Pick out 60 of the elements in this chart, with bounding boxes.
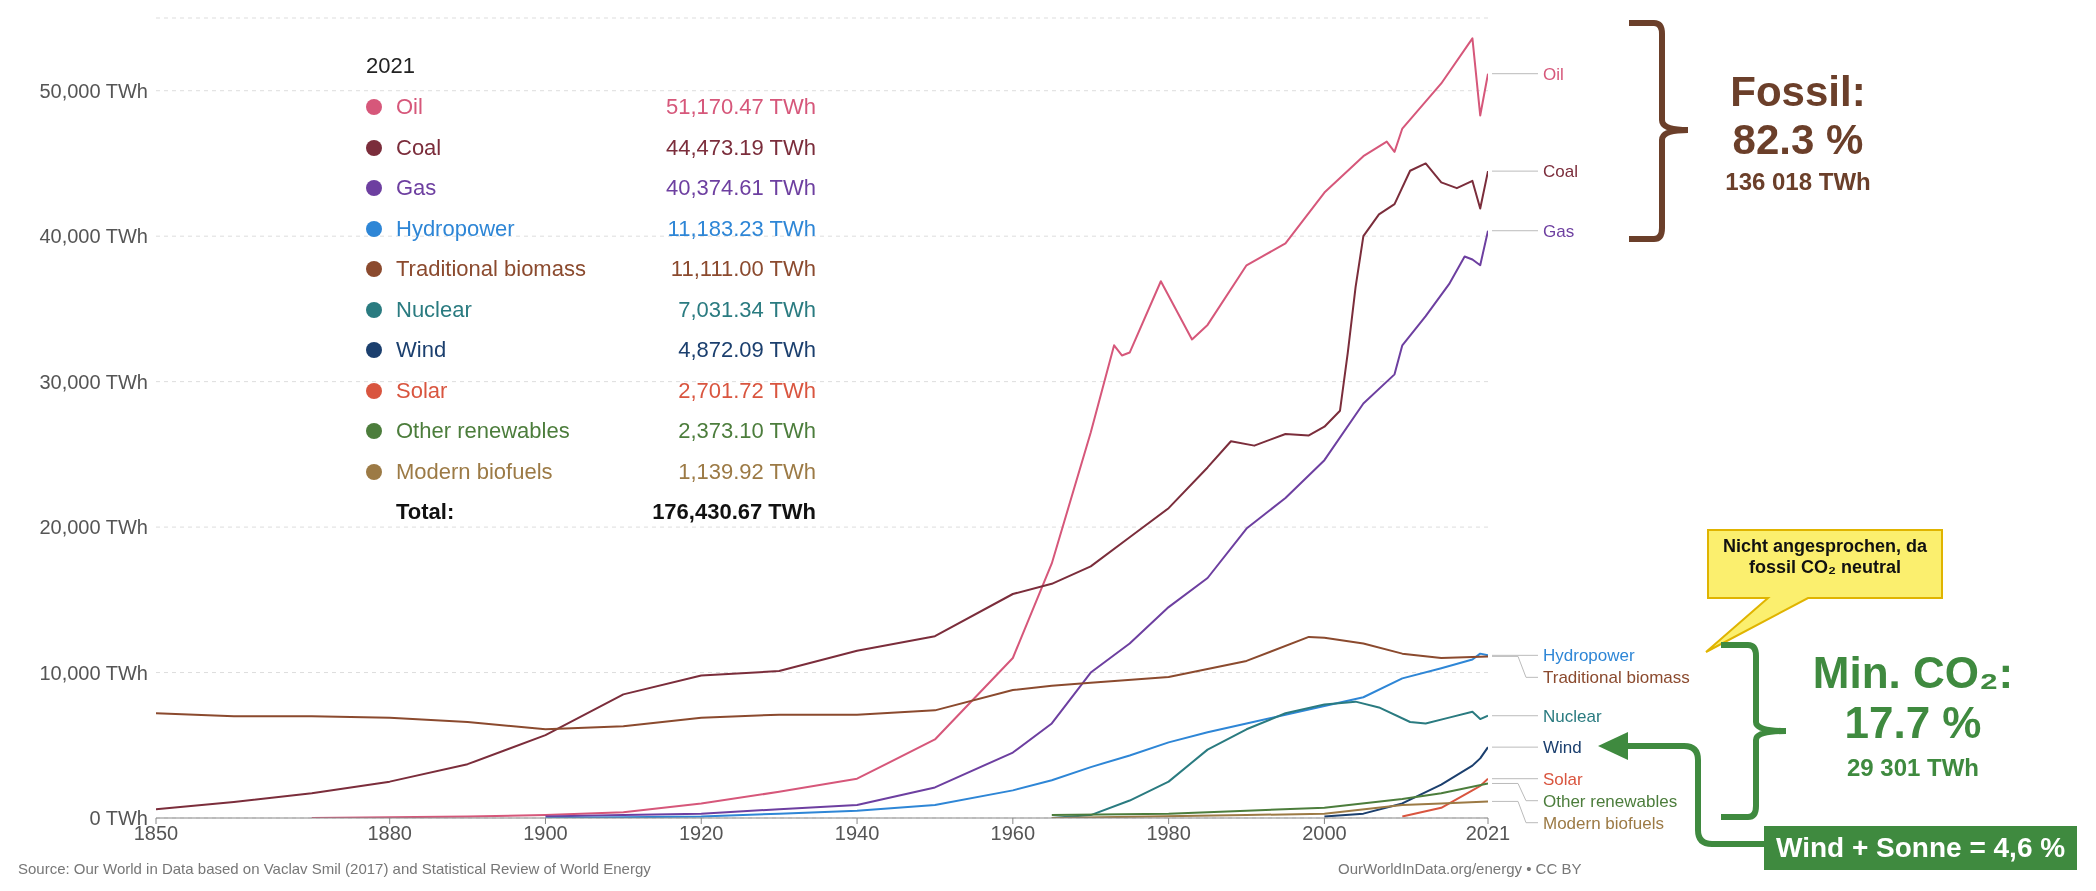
annotation: 176,430.67 TWh bbox=[651, 499, 816, 525]
text: 136 018 TWh bbox=[1724, 168, 1872, 196]
line-series bbox=[1323, 746, 1488, 818]
annotation: 40,374.61 TWh bbox=[664, 175, 816, 202]
text: Coal bbox=[1543, 162, 1578, 182]
annotation: 2,701.72 TWh bbox=[677, 377, 816, 404]
text: Solar bbox=[1543, 769, 1583, 789]
x-tick-label: 1960 bbox=[990, 822, 1036, 845]
legend-label: Traditional biomass bbox=[396, 256, 587, 283]
annotation: 7,031.34 TWh bbox=[677, 296, 816, 323]
text: Wind bbox=[1543, 738, 1582, 758]
legend-label: Solar bbox=[396, 377, 449, 404]
text: Other renewables bbox=[1543, 791, 1678, 811]
legend-label: Gas bbox=[396, 175, 438, 202]
annotation: Total: bbox=[396, 499, 456, 525]
legend-label: Other renewables bbox=[396, 418, 571, 445]
x-tick-label: 2021 bbox=[1465, 822, 1511, 845]
text: OurWorldInData.org/energy • CC BY bbox=[1338, 860, 1582, 877]
text: Hydropower bbox=[1543, 646, 1635, 666]
line-series bbox=[1050, 782, 1488, 817]
text: Nuclear bbox=[1543, 706, 1602, 726]
line-series bbox=[1401, 777, 1488, 818]
text: Traditional biomass bbox=[1543, 668, 1690, 688]
annotation: 51,170.47 TWh bbox=[664, 94, 816, 121]
x-tick-label: 1920 bbox=[679, 822, 724, 845]
y-tick-label: 20,000 TWh bbox=[39, 516, 148, 539]
annotation: 4,872.09 TWh bbox=[677, 337, 816, 364]
annotation: 1,139.92 TWh bbox=[677, 458, 816, 485]
x-tick-label: 1900 bbox=[523, 822, 568, 845]
source-note: Source: Our World in Data based on Vaclav Smil (2017) and Statistical Review of World Energy bbox=[18, 860, 651, 877]
annotation: 44,473.19 TWh bbox=[664, 134, 816, 161]
annotation: 2,373.10 TWh bbox=[677, 418, 816, 445]
x-tick-label: 1980 bbox=[1146, 822, 1191, 845]
y-tick-label: 30,000 TWh bbox=[39, 370, 148, 393]
text: Wind + Sonne = 4,6 % bbox=[1764, 826, 2078, 870]
annotation: 11,111.00 TWh bbox=[669, 256, 816, 283]
y-tick-label: 50,000 TWh bbox=[39, 79, 148, 102]
text: Modern biofuels bbox=[1543, 813, 1664, 833]
text: Oil bbox=[1543, 64, 1564, 84]
x-tick-label: 1940 bbox=[834, 822, 880, 845]
text: 17.7 % bbox=[1843, 698, 1983, 748]
line-series bbox=[156, 162, 1488, 811]
text: 29 301 TWh bbox=[1845, 754, 1980, 782]
x-tick-label: 2000 bbox=[1302, 822, 1347, 845]
legend-label: Oil bbox=[396, 94, 424, 121]
legend-label: Coal bbox=[396, 134, 443, 161]
y-tick-label: 40,000 TWh bbox=[39, 225, 148, 248]
legend-title: 2021 bbox=[366, 53, 416, 79]
annotation: 11,183.23 TWh bbox=[666, 215, 816, 242]
text: Fossil: bbox=[1729, 68, 1867, 116]
y-tick-label: 10,000 TWh bbox=[39, 661, 148, 684]
x-tick-label: 1880 bbox=[367, 822, 412, 845]
line-series bbox=[156, 635, 1488, 731]
text: Min. CO₂: bbox=[1811, 648, 2015, 698]
legend-label: Hydropower bbox=[396, 215, 516, 242]
legend-label: Wind bbox=[396, 337, 448, 364]
text: Gas bbox=[1543, 221, 1575, 241]
legend-label: Modern biofuels bbox=[396, 458, 554, 485]
text: 82.3 % bbox=[1731, 116, 1865, 164]
legend-label: Nuclear bbox=[396, 296, 473, 323]
